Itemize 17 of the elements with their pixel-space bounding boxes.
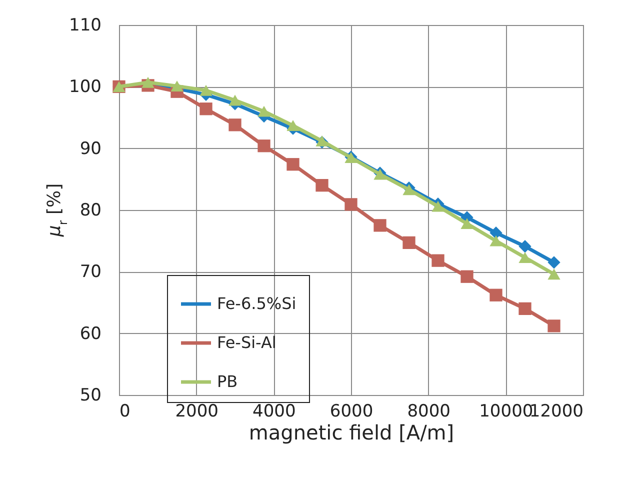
x-tick-label: 10000 — [479, 402, 534, 422]
x-tick-label: 0 — [120, 402, 130, 422]
legend-label: Fe-Si-Al — [217, 333, 276, 352]
x-tick-label: 8000 — [407, 402, 450, 422]
y-tick-label: 50 — [80, 386, 102, 406]
y-tick-label: 60 — [80, 324, 102, 344]
x-tick-label: 4000 — [252, 402, 296, 422]
y-tick-label: 110 — [69, 16, 102, 36]
y-tick-label: 100 — [69, 77, 102, 98]
y-tick-label: 80 — [80, 200, 102, 220]
legend-label: PB — [217, 372, 238, 391]
x-tick-label: 2000 — [175, 402, 218, 422]
x-axis-title: magnetic field [A/m] — [248, 420, 454, 444]
y-tick-label: 90 — [80, 138, 102, 159]
x-tick-label: 6000 — [330, 402, 374, 422]
legend-label: Fe-6.5%Si — [217, 294, 296, 313]
y-tick-label: 70 — [80, 262, 102, 282]
